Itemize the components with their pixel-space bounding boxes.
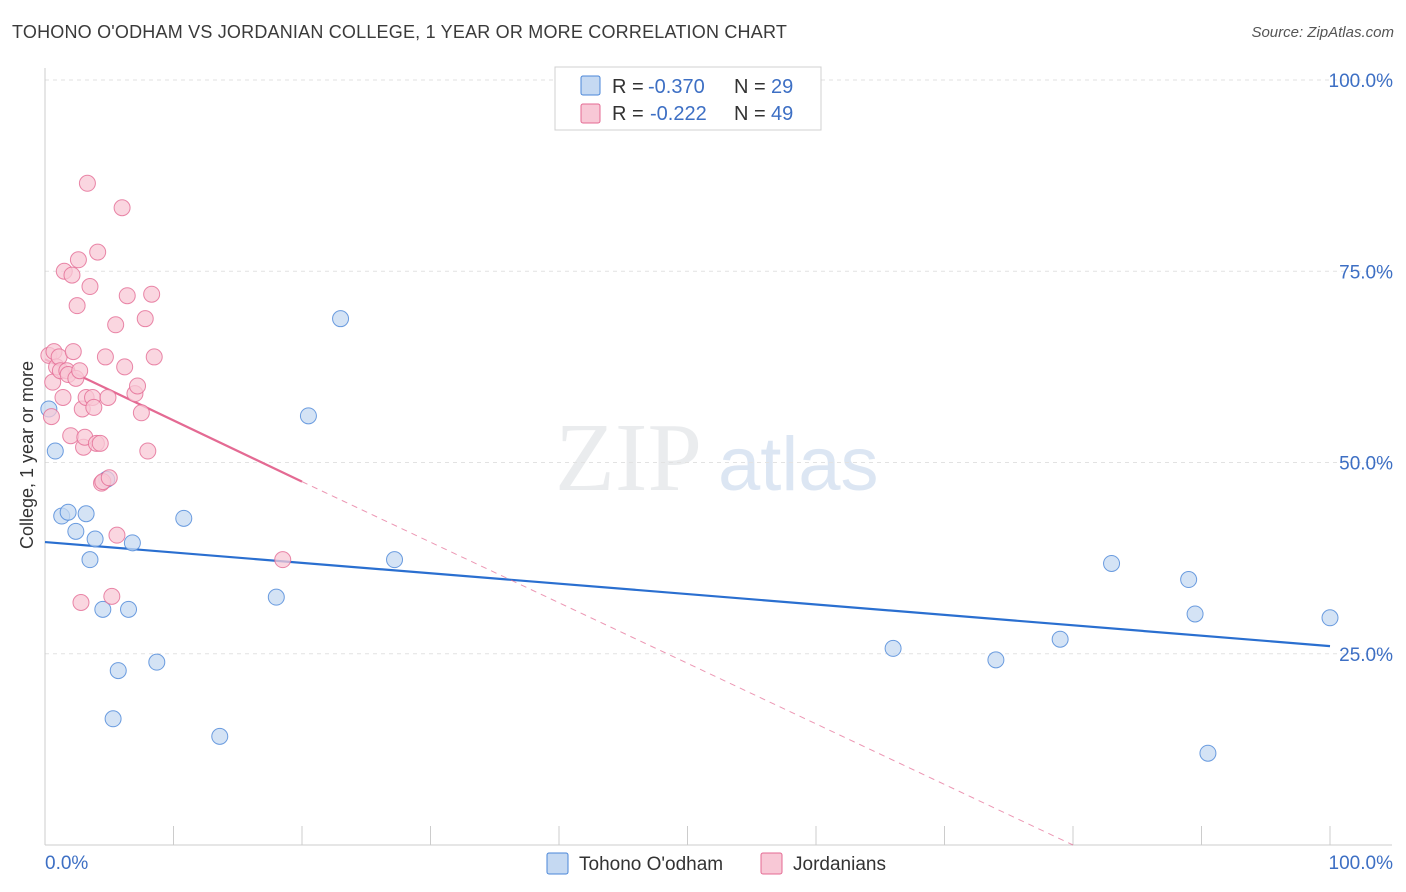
point-tohono (386, 551, 404, 569)
point-tohono (67, 522, 85, 540)
point-tohono (267, 588, 285, 606)
point-jordanians (274, 551, 292, 569)
point-jordanians (113, 199, 131, 217)
point-tohono (81, 551, 99, 569)
point-jordanians (64, 343, 82, 361)
legend-r-label: R = (612, 76, 644, 98)
point-jordanians (145, 348, 163, 366)
point-jordanians (81, 278, 99, 296)
point-tohono (175, 509, 193, 527)
point-jordanians (99, 388, 117, 406)
x-tick-label: 0.0% (45, 853, 88, 874)
point-tohono (1103, 554, 1121, 572)
point-tohono (299, 407, 317, 425)
trend-line-tohono (44, 540, 1331, 648)
point-jordanians (91, 434, 109, 452)
point-jordanians (96, 348, 114, 366)
point-jordanians (68, 297, 86, 315)
y-axis-label: College, 1 year or more (17, 361, 37, 549)
watermark-atlas: atlas (718, 422, 879, 507)
point-tohono (1051, 630, 1069, 648)
point-tohono (104, 710, 122, 728)
watermark-zip: ZIP (555, 404, 702, 512)
point-tohono (86, 530, 104, 548)
correlation-legend: R = -0.370 N = 29 R = -0.222 N = 49 (554, 66, 822, 131)
point-jordanians (69, 251, 87, 269)
legend-swatch-blue (580, 75, 601, 96)
point-tohono (148, 653, 166, 671)
point-tohono (1180, 571, 1198, 589)
point-tohono (987, 651, 1005, 669)
point-jordanians (71, 362, 89, 380)
y-tick-label: 50.0% (1339, 454, 1393, 475)
source-label: Source: ZipAtlas.com (1251, 24, 1394, 41)
point-tohono (77, 505, 95, 523)
point-jordanians (62, 427, 80, 445)
trend-line-jordanians-extension (301, 481, 1074, 846)
legend-n-value: 29 (771, 76, 793, 98)
point-tohono (1186, 605, 1204, 623)
legend-n-value: 49 (771, 103, 793, 125)
point-jordanians (100, 469, 118, 487)
point-jordanians (85, 398, 103, 416)
series-label-jordanians: Jordanians (793, 854, 886, 875)
series-swatch-blue (546, 852, 569, 875)
point-tohono (1321, 609, 1339, 627)
chart-title: TOHONO O'ODHAM VS JORDANIAN COLLEGE, 1 Y… (12, 22, 788, 42)
point-jordanians (143, 285, 161, 303)
legend-n-label: N = (734, 103, 766, 125)
point-jordanians (42, 408, 60, 426)
legend-r-label: R = (612, 103, 644, 125)
point-jordanians (72, 593, 90, 611)
point-jordanians (116, 358, 134, 376)
point-jordanians (139, 442, 157, 460)
point-jordanians (136, 310, 154, 328)
series-legend: Tohono O'odham Jordanians (546, 852, 886, 875)
point-tohono (1199, 744, 1217, 762)
point-jordanians (78, 174, 96, 192)
legend-swatch-pink (580, 103, 601, 124)
point-tohono (123, 534, 141, 552)
data-points (40, 174, 1339, 762)
legend-n-label: N = (734, 76, 766, 98)
point-tohono (46, 442, 64, 460)
point-tohono (332, 310, 350, 328)
point-jordanians (103, 587, 121, 605)
point-jordanians (54, 388, 72, 406)
point-jordanians (129, 377, 147, 395)
legend-r-value: -0.370 (648, 76, 705, 98)
gridlines (45, 79, 1392, 655)
point-jordanians (107, 316, 125, 334)
x-tick-label: 100.0% (1329, 853, 1394, 874)
point-jordanians (118, 287, 136, 305)
point-tohono (120, 600, 138, 618)
series-swatch-pink (760, 852, 783, 875)
point-tohono (884, 639, 902, 657)
trend-lines (44, 358, 1331, 846)
point-tohono (109, 662, 127, 680)
point-tohono (211, 727, 229, 745)
point-jordanians (108, 526, 126, 544)
series-label-tohono: Tohono O'odham (579, 854, 723, 875)
trend-line-jordanians (44, 358, 303, 483)
point-jordanians (132, 404, 150, 422)
axes: 100.0% 75.0% 50.0% 25.0% 0.0% 100.0% (44, 68, 1394, 874)
point-tohono (94, 600, 112, 618)
legend-r-value: -0.222 (650, 103, 707, 125)
y-tick-label: 100.0% (1329, 71, 1394, 92)
point-jordanians (63, 266, 81, 284)
point-jordanians (89, 243, 107, 261)
y-tick-label: 25.0% (1339, 645, 1393, 666)
y-tick-label: 75.0% (1339, 262, 1393, 283)
point-tohono (59, 503, 77, 521)
